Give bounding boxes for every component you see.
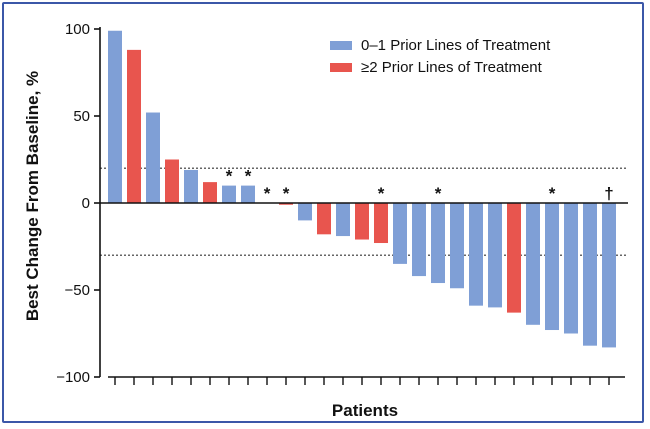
bar <box>374 203 388 244</box>
legend-label: 0–1 Prior Lines of Treatment <box>361 37 551 54</box>
bar <box>583 203 597 346</box>
bar <box>127 49 141 203</box>
bar <box>317 203 331 235</box>
x-ticks <box>108 376 625 385</box>
bar-annotation: * <box>435 184 442 203</box>
bar <box>526 203 540 325</box>
x-axis-title: Patients <box>332 401 398 420</box>
bar <box>507 203 521 313</box>
bars <box>108 30 616 348</box>
bar <box>165 159 179 203</box>
bar-annotation: * <box>264 184 271 203</box>
bar <box>450 203 464 289</box>
bar <box>298 203 312 221</box>
bar <box>184 169 198 203</box>
bar-annotation: * <box>245 167 252 186</box>
bar <box>602 203 616 348</box>
bar <box>279 203 293 205</box>
bar <box>393 203 407 264</box>
y-ticks: 100 50 0 −50 −100 <box>56 21 100 386</box>
bar <box>564 203 578 334</box>
bar <box>222 185 236 203</box>
y-axis-title: Best Change From Baseline, % <box>23 71 42 321</box>
bar <box>488 203 502 308</box>
legend: 0–1 Prior Lines of Treatment ≥2 Prior Lin… <box>330 37 551 76</box>
bar-annotation: † <box>604 184 613 203</box>
bar <box>241 185 255 203</box>
bar-annotations: * * * * * * * † <box>226 167 614 203</box>
bar <box>203 182 217 203</box>
bar <box>431 203 445 284</box>
bar-annotation: * <box>378 184 385 203</box>
bar <box>108 30 122 203</box>
bar <box>355 203 369 240</box>
bar-annotation: * <box>549 184 556 203</box>
bar <box>146 112 160 203</box>
legend-label: ≥2 Prior Lines of Treatment <box>361 59 543 76</box>
bar-annotation: * <box>283 184 290 203</box>
axes <box>99 27 628 377</box>
bar <box>545 203 559 331</box>
bar <box>469 203 483 306</box>
y-tick-label: 100 <box>65 21 90 38</box>
legend-swatch <box>330 41 352 50</box>
legend-swatch <box>330 63 352 72</box>
y-tick-label: −50 <box>65 282 90 299</box>
bar <box>412 203 426 277</box>
bar <box>336 203 350 237</box>
bar-annotation: * <box>226 167 233 186</box>
y-tick-label: 0 <box>82 195 90 212</box>
y-tick-label: −100 <box>56 369 90 386</box>
y-tick-label: 50 <box>73 108 90 125</box>
